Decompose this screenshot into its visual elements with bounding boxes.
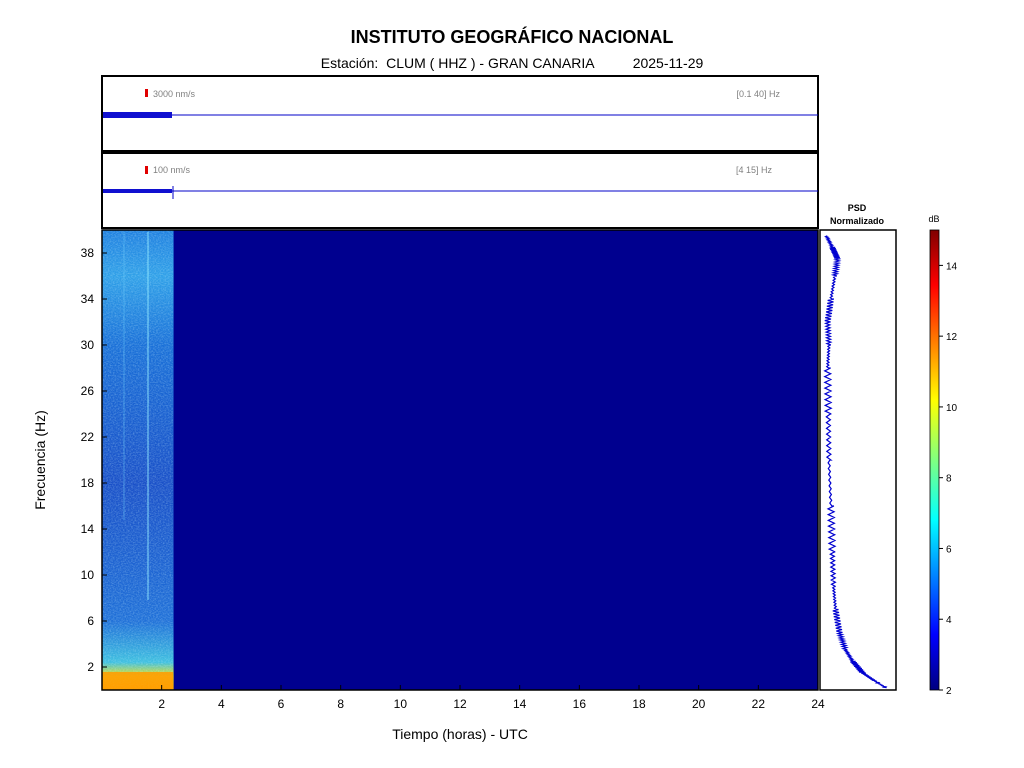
spectrogram-frame xyxy=(101,229,819,691)
station-label: Estación: CLUM ( HHZ ) - GRAN CANARIA xyxy=(320,55,594,71)
scale-label: 100 nm/s xyxy=(153,165,191,175)
psd-frame xyxy=(819,229,897,691)
y-tick-label: 14 xyxy=(81,522,95,536)
x-axis-label: Tiempo (horas) - UTC xyxy=(392,726,528,742)
x-tick-label: 10 xyxy=(394,697,408,711)
x-tick-label: 20 xyxy=(692,697,706,711)
y-tick-label: 22 xyxy=(81,430,95,444)
x-tick-label: 8 xyxy=(337,697,344,711)
colorbar-gradient xyxy=(929,229,940,691)
x-tick-label: 4 xyxy=(218,697,225,711)
y-tick-label: 6 xyxy=(87,614,94,628)
date-label: 2025-11-29 xyxy=(632,55,704,71)
colorbar-tick-label: 14 xyxy=(946,261,958,272)
x-tick-label: 24 xyxy=(811,697,825,711)
y-tick-label: 34 xyxy=(81,292,95,306)
colorbar-tick-label: 2 xyxy=(946,686,952,697)
y-tick-label: 10 xyxy=(81,568,95,582)
colorbar: dB 2 4 6 8 10 12 14 xyxy=(928,214,957,697)
y-axis-label: Frecuencia (Hz) xyxy=(32,410,48,510)
waveform-burst xyxy=(103,189,172,193)
y-tick-label: 18 xyxy=(81,476,95,490)
spectrogram-background xyxy=(102,230,818,690)
scale-marker xyxy=(145,166,148,174)
waveform-panel-broadband: 3000 nm/s [0.1 40] Hz xyxy=(101,75,819,152)
y-tick-label: 38 xyxy=(81,246,95,260)
spectrogram-low-band xyxy=(102,672,173,690)
scale-label: 3000 nm/s xyxy=(153,89,196,99)
y-tick-label: 30 xyxy=(81,338,95,352)
filter-label: [0.1 40] Hz xyxy=(736,89,780,99)
x-axis-ticks: 2 4 6 8 10 12 14 16 18 20 22 24 xyxy=(158,685,825,711)
x-tick-label: 12 xyxy=(453,697,467,711)
colorbar-ticks: 2 4 6 8 10 12 14 xyxy=(939,261,958,697)
y-tick-label: 26 xyxy=(81,384,95,398)
waveform-panel-filtered: 100 nm/s [4 15] Hz xyxy=(101,152,819,229)
x-tick-label: 22 xyxy=(752,697,766,711)
psd-title: PSD xyxy=(848,203,867,213)
scale-marker xyxy=(145,89,148,97)
psd-subtitle: Normalizado xyxy=(830,216,885,226)
y-tick-label: 2 xyxy=(87,660,94,674)
colorbar-tick-label: 10 xyxy=(946,403,958,414)
x-tick-label: 14 xyxy=(513,697,527,711)
spectrogram-panel: 2 4 6 8 10 12 14 16 18 20 22 24 261014182226303438 … xyxy=(32,229,825,742)
station-subtitle: Estación: CLUM ( HHZ ) - GRAN CANARIA 20… xyxy=(0,55,1024,71)
x-tick-label: 18 xyxy=(632,697,646,711)
filter-label: [4 15] Hz xyxy=(736,165,773,175)
psd-panel: PSD Normalizado xyxy=(819,203,897,691)
spectrogram-noise xyxy=(102,230,173,690)
chart-title: INSTITUTO GEOGRÁFICO NACIONAL xyxy=(350,27,674,47)
colorbar-tick-label: 4 xyxy=(946,615,952,626)
x-tick-label: 6 xyxy=(278,697,285,711)
x-tick-label: 2 xyxy=(158,697,165,711)
psd-curve xyxy=(823,235,888,689)
colorbar-tick-label: 8 xyxy=(946,474,952,485)
colorbar-unit: dB xyxy=(928,214,939,224)
x-tick-label: 16 xyxy=(573,697,587,711)
waveform-frame xyxy=(101,75,819,152)
colorbar-tick-label: 12 xyxy=(946,332,958,343)
waveform-burst xyxy=(103,112,172,118)
colorbar-tick-label: 6 xyxy=(946,544,952,555)
